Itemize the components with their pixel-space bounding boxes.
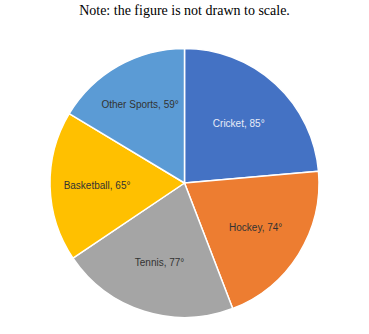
svg-text:Hockey, 74°: Hockey, 74°: [229, 222, 282, 233]
svg-text:Tennis, 77°: Tennis, 77°: [135, 257, 185, 268]
svg-text:Basketball, 65°: Basketball, 65°: [64, 180, 131, 191]
svg-text:Other Sports, 59°: Other Sports, 59°: [101, 99, 178, 110]
svg-text:Cricket, 85°: Cricket, 85°: [213, 118, 265, 129]
svg-text:Note: the figure is not drawn: Note: the figure is not drawn to scale.: [79, 3, 290, 18]
